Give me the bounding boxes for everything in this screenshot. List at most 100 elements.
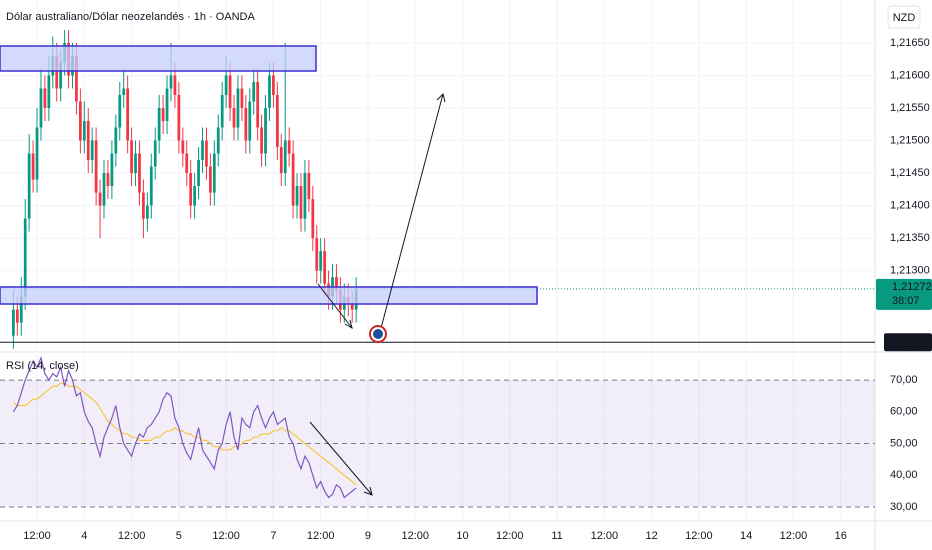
y-tick-label: 40,00 bbox=[890, 469, 918, 481]
candle-body bbox=[15, 309, 19, 323]
support-zone bbox=[0, 286, 538, 305]
candle-body bbox=[311, 199, 315, 239]
candle-body bbox=[319, 251, 323, 271]
candle-body bbox=[126, 88, 130, 141]
candle-body bbox=[220, 94, 224, 128]
candle-body bbox=[303, 173, 307, 219]
candle-body bbox=[169, 75, 173, 89]
candle-body bbox=[193, 186, 196, 206]
candle-body bbox=[98, 192, 102, 206]
candle-body bbox=[173, 75, 177, 95]
candle-body bbox=[157, 107, 161, 141]
last-price-box bbox=[876, 278, 932, 310]
x-tick-label: 12:00 bbox=[591, 530, 619, 542]
candle-body bbox=[31, 153, 35, 180]
countdown: 38:07 bbox=[892, 295, 920, 307]
candle-body bbox=[149, 166, 153, 206]
candle-body bbox=[307, 173, 311, 200]
candle-body bbox=[142, 192, 145, 219]
candle-body bbox=[236, 88, 240, 128]
x-tick-label: 7 bbox=[270, 530, 276, 542]
candle-body bbox=[275, 94, 279, 148]
down-arrow bbox=[317, 283, 353, 330]
candle-body bbox=[248, 101, 252, 141]
last-price-label: 1,21272 bbox=[892, 281, 932, 293]
up-arrow bbox=[379, 93, 446, 333]
rsi-arrow bbox=[309, 421, 373, 496]
candle-body bbox=[260, 127, 263, 154]
arrows bbox=[309, 93, 446, 496]
candle-body bbox=[240, 88, 244, 108]
x-tick-label: 12:00 bbox=[780, 530, 808, 542]
candle-body bbox=[75, 55, 78, 102]
candle-body bbox=[268, 75, 271, 108]
candle-body bbox=[94, 140, 98, 193]
x-tick-label: 11 bbox=[551, 530, 562, 542]
x-tick-label: 16 bbox=[835, 530, 847, 542]
y-tick-label: 1,21350 bbox=[890, 232, 930, 244]
x-tick-label: 12:00 bbox=[307, 530, 335, 542]
x-tick-label: 12:00 bbox=[212, 530, 240, 542]
candle-body bbox=[138, 153, 141, 193]
marker-icon-inner bbox=[373, 329, 383, 339]
candle-body bbox=[118, 94, 122, 128]
candle-body bbox=[181, 140, 185, 154]
candle-body bbox=[197, 160, 200, 187]
x-tick-label: 12:00 bbox=[685, 530, 713, 542]
candle-body bbox=[114, 127, 118, 154]
y-tick-label: 1,21500 bbox=[890, 134, 930, 146]
level-box bbox=[884, 333, 932, 352]
x-tick-label: 12:00 bbox=[401, 530, 429, 542]
y-tick-label: 1,21600 bbox=[890, 69, 930, 81]
candle-body bbox=[55, 55, 59, 89]
x-tick-label: 14 bbox=[740, 530, 752, 542]
candle-body bbox=[35, 127, 39, 180]
candle-body bbox=[279, 147, 283, 174]
candle-body bbox=[287, 140, 291, 154]
candle-body bbox=[90, 140, 94, 161]
candle-body bbox=[43, 88, 47, 108]
candle-body bbox=[78, 101, 82, 141]
candle-body bbox=[102, 173, 106, 206]
candle-body bbox=[12, 309, 15, 336]
candle-body bbox=[323, 251, 327, 284]
x-tick-label: 5 bbox=[176, 530, 182, 542]
currency: NZD bbox=[893, 12, 916, 24]
y-tick-label: 70,00 bbox=[890, 374, 918, 386]
candle-body bbox=[252, 81, 256, 102]
candle-body bbox=[315, 238, 319, 271]
currency-box bbox=[887, 5, 921, 29]
candle-body bbox=[161, 107, 165, 122]
candle-body bbox=[256, 81, 260, 128]
candle-body bbox=[205, 140, 208, 167]
candle-body bbox=[86, 121, 90, 161]
resistance-zone bbox=[0, 45, 317, 72]
x-tick-label: 12:00 bbox=[118, 530, 146, 542]
candle-body bbox=[212, 153, 216, 193]
x-tick-label: 12:00 bbox=[23, 530, 51, 542]
y-tick-label: 1,21450 bbox=[890, 167, 930, 179]
candle-body bbox=[208, 166, 212, 193]
candle-body bbox=[291, 153, 295, 206]
y-tick-label: 1,21300 bbox=[890, 265, 930, 277]
series-line bbox=[12, 355, 357, 499]
candle-body bbox=[244, 107, 248, 141]
candle-body bbox=[216, 127, 220, 154]
rsi-title: RSI (14, close) bbox=[6, 360, 79, 372]
candle-body bbox=[299, 186, 303, 219]
candle-body bbox=[295, 186, 299, 206]
x-tick-label: 9 bbox=[365, 530, 371, 542]
candle-body bbox=[272, 75, 275, 95]
candle-body bbox=[264, 107, 267, 154]
y-tick-label: 50,00 bbox=[890, 437, 918, 449]
candle-body bbox=[350, 303, 354, 310]
chart-title: Dólar australiano/Dólar neozelandés · 1h… bbox=[6, 11, 256, 23]
y-tick-label: 60,00 bbox=[890, 406, 918, 418]
candle-body bbox=[59, 62, 63, 89]
candle-body bbox=[153, 140, 157, 167]
candle-body bbox=[335, 277, 338, 291]
candle-body bbox=[23, 218, 27, 297]
